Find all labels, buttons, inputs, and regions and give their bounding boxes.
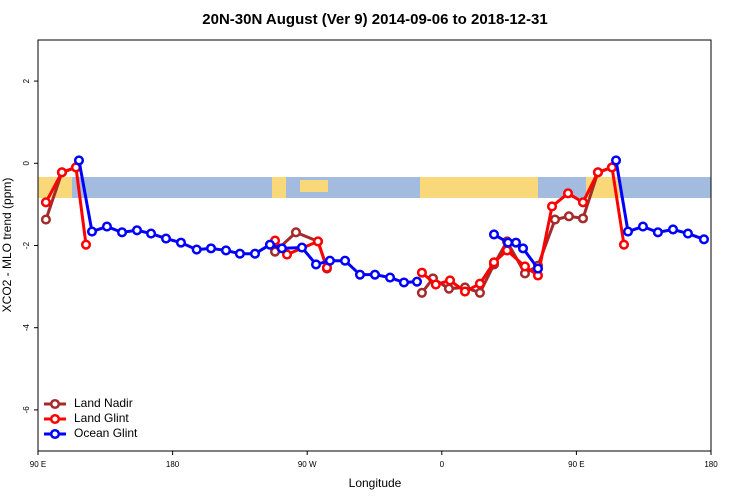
data-point: [80, 239, 92, 250]
data-point: [652, 227, 663, 238]
data-point: [430, 279, 441, 290]
y-tick-label: 2: [22, 78, 31, 83]
x-tick-label: 90 E: [568, 460, 584, 469]
data-point: [146, 228, 157, 239]
data-point: [546, 201, 558, 212]
legend-marker: [49, 428, 61, 440]
data-point: [249, 248, 261, 259]
data-point: [443, 283, 455, 294]
data-point: [296, 242, 308, 253]
data-point: [488, 229, 500, 240]
legend-label: Land Nadir: [74, 396, 133, 410]
x-tick-label: 180: [166, 460, 180, 469]
data-point: [234, 248, 245, 259]
data-point: [56, 167, 67, 178]
data-point: [698, 234, 710, 245]
data-point: [205, 243, 217, 254]
legend-marker: [49, 413, 61, 425]
y-tick-label: -4: [22, 324, 31, 332]
data-point: [577, 213, 589, 224]
data-point: [117, 227, 128, 238]
data-point: [281, 249, 293, 260]
data-point: [577, 197, 589, 208]
data-point: [488, 257, 500, 268]
data-point: [175, 237, 187, 248]
data-point: [517, 243, 529, 254]
data-point: [459, 286, 471, 297]
data-point: [191, 244, 202, 255]
data-point: [354, 269, 366, 280]
data-point: [501, 245, 513, 256]
data-point: [562, 188, 574, 199]
data-point: [622, 226, 634, 237]
data-point: [618, 239, 630, 250]
data-point: [549, 214, 561, 225]
data-point: [519, 261, 531, 272]
data-point: [444, 275, 456, 286]
y-tick-label: -2: [22, 241, 31, 249]
data-point: [532, 263, 544, 274]
data-point: [385, 272, 396, 283]
data-point: [563, 211, 574, 222]
data-point: [73, 155, 85, 166]
data-point: [312, 236, 324, 247]
data-point: [592, 167, 603, 178]
map-strip: [38, 177, 711, 198]
y-tick-label: 0: [22, 161, 31, 166]
data-point: [416, 287, 427, 298]
data-point: [276, 243, 287, 254]
x-tick-label: 180: [704, 460, 718, 469]
data-point: [411, 276, 423, 287]
legend-marker: [49, 398, 61, 410]
data-point: [610, 155, 622, 166]
data-point: [667, 224, 679, 235]
plot-frame: [37, 39, 712, 452]
data-point: [398, 277, 410, 288]
data-point: [264, 239, 276, 250]
data-point: [510, 237, 522, 248]
data-point: [290, 227, 302, 238]
data-point: [310, 259, 322, 270]
data-point: [101, 221, 112, 232]
data-point: [369, 269, 380, 280]
x-tick-label: 90 W: [298, 460, 317, 469]
data-point: [86, 226, 98, 237]
data-point: [40, 197, 51, 208]
y-tick-label: -6: [22, 406, 31, 414]
data-point: [503, 237, 514, 248]
data-point: [131, 225, 143, 236]
x-tick-label: 90 E: [30, 460, 46, 469]
chart-title: 20N-30N August (Ver 9) 2014-09-06 to 201…: [202, 11, 547, 28]
data-point: [474, 278, 485, 289]
data-point: [40, 214, 51, 225]
data-point: [160, 233, 172, 244]
x-tick-label: 0: [440, 460, 445, 469]
data-point: [682, 228, 694, 239]
data-point: [324, 255, 335, 266]
data-point: [339, 255, 351, 266]
legend-label: Land Glint: [74, 411, 129, 425]
legend-label: Ocean Glint: [74, 426, 138, 440]
data-point: [474, 287, 485, 298]
data-point: [416, 267, 427, 278]
data-point: [220, 245, 232, 256]
y-axis-label: XCO2 - MLO trend (ppm): [0, 178, 14, 313]
data-point: [637, 221, 649, 232]
x-axis-label: Longitude: [349, 476, 402, 490]
